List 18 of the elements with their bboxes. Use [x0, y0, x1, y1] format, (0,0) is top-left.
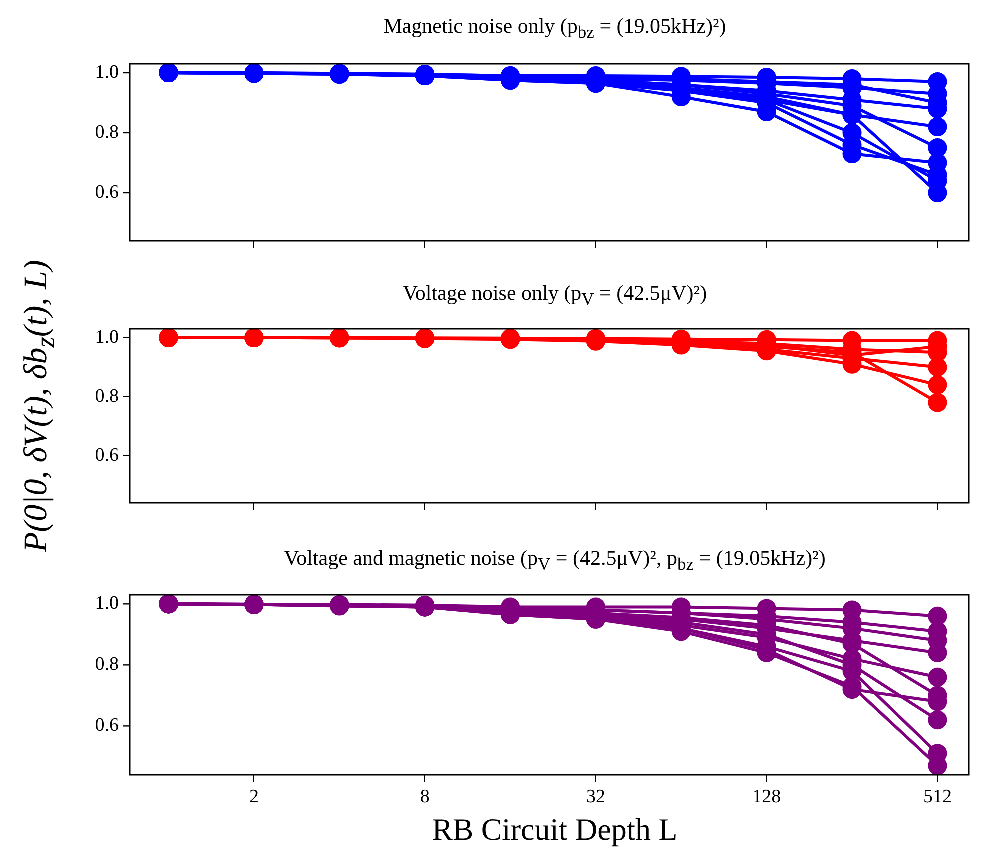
x-tick-label: 512: [923, 786, 952, 808]
chart-title: Voltage noise only (p$_{V}$ = (42.5μV)²): [402, 281, 708, 310]
y-tick-label: 0.6: [95, 444, 119, 466]
x-tick-label: 128: [752, 786, 782, 808]
y-tick-label: 0.8: [95, 386, 119, 407]
y-tick-label: 1.0: [95, 62, 119, 83]
y-tick-label: 0.6: [95, 182, 119, 203]
x-tick-label: 8: [420, 786, 430, 808]
x-axis-title: RB Circuit Depth L: [431, 812, 679, 848]
chart-title: Magnetic noise only (p$_{bz}$ = (19.05kHz)²): [382, 14, 728, 44]
y-tick-label: 1.0: [95, 593, 119, 614]
y-tick-label: 1.0: [95, 326, 119, 348]
y-tick-label: 0.8: [95, 654, 119, 676]
y-tick-label: 0.8: [95, 122, 119, 143]
x-tick-label: 32: [586, 786, 606, 808]
y-tick-label: 0.6: [95, 715, 119, 736]
chart-title: Voltage and magnetic noise (p$_{V}$ = (42.5μV)², p$_{bz}$ = (19.05kHz)²): [283, 546, 827, 576]
x-tick-label: 2: [249, 786, 259, 808]
